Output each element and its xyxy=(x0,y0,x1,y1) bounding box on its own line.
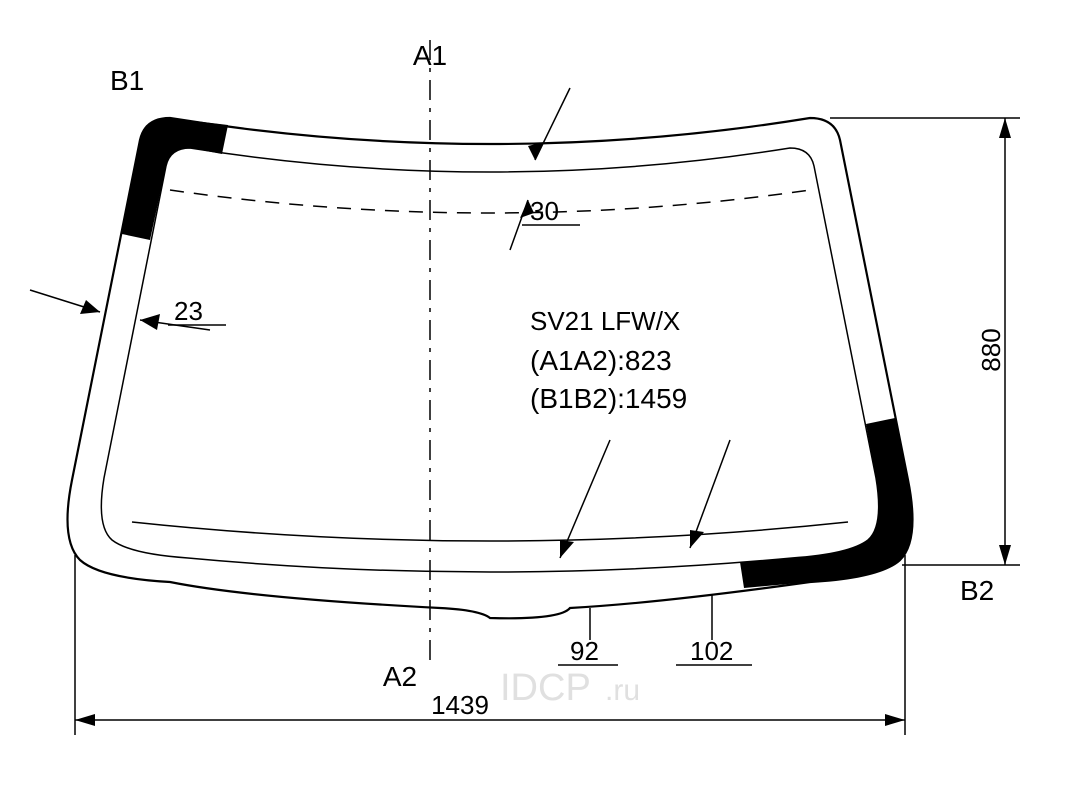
windshield-diagram: IDCP .ru A1 A2 B1 B2 SV21 LFW/X (A1A2):8… xyxy=(0,0,1066,800)
dim-92: 92 xyxy=(570,636,599,666)
bottom-band xyxy=(132,522,848,541)
label-a2: A2 xyxy=(383,661,417,692)
center-line1: (A1A2):823 xyxy=(530,345,672,376)
label-a1: A1 xyxy=(413,40,447,71)
top-dashed-band xyxy=(170,190,810,213)
callout-30: 30 xyxy=(510,88,580,250)
dim-width: 1439 xyxy=(75,690,905,726)
inner-outline xyxy=(101,148,878,572)
center-line2: (B1B2):1459 xyxy=(530,383,687,414)
label-b1: B1 xyxy=(110,65,144,96)
dim-width-text: 1439 xyxy=(431,690,489,720)
dim-height: 880 xyxy=(976,118,1011,565)
dim-height-text: 880 xyxy=(976,328,1006,371)
watermark-b: .ru xyxy=(605,674,640,707)
corner-fill-top-left xyxy=(122,118,228,240)
label-b2: B2 xyxy=(960,575,994,606)
corner-fill-bottom-right xyxy=(740,418,913,588)
dim-102: 102 xyxy=(690,636,733,666)
watermark-a: IDCP xyxy=(500,667,591,709)
dim-23: 23 xyxy=(174,296,203,326)
dim-30: 30 xyxy=(530,196,559,226)
center-model: SV21 LFW/X xyxy=(530,306,680,336)
callout-23: 23 xyxy=(30,290,226,330)
